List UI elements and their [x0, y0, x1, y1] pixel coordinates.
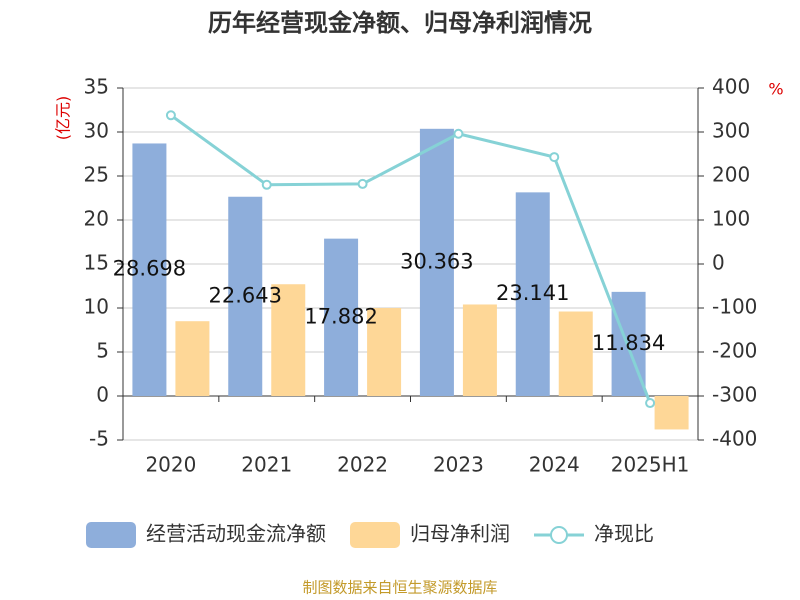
- y-axis-label: (亿元): [54, 96, 73, 141]
- y-tick-label: 15: [84, 251, 109, 275]
- legend-label: 归母净利润: [410, 522, 510, 546]
- y2-axis-label: %: [768, 80, 783, 99]
- bar: [654, 396, 689, 430]
- data-label: 11.834: [592, 331, 665, 355]
- y-tick-label: 5: [96, 339, 109, 363]
- legend-swatch: [86, 522, 136, 548]
- legend-label: 经营活动现金流净额: [146, 522, 326, 546]
- data-label: 28.698: [113, 257, 186, 281]
- bar: [175, 321, 210, 396]
- bar: [367, 308, 402, 396]
- y-tick-label: 20: [84, 207, 109, 231]
- y-tick-label: 0: [96, 383, 109, 407]
- bar: [419, 128, 454, 396]
- line-point: [165, 110, 176, 121]
- x-tick-label: 2025H1: [611, 453, 690, 477]
- legend-label: 净现比: [594, 522, 654, 546]
- y2-tick-label: -200: [712, 339, 757, 363]
- line-point: [645, 398, 656, 409]
- y2-tick-label: 100: [712, 207, 750, 231]
- source-note: 制图数据来自恒生聚源数据库: [302, 579, 497, 597]
- y2-tick-label: 0: [712, 251, 725, 275]
- y-tick-label: 25: [84, 163, 109, 187]
- bar: [515, 192, 550, 396]
- bar: [558, 311, 593, 396]
- line-point: [261, 179, 272, 190]
- y2-tick-label: 300: [712, 119, 750, 143]
- x-tick-label: 2021: [241, 453, 292, 477]
- y2-tick-label: -400: [712, 427, 757, 451]
- legend-swatch: [350, 522, 400, 548]
- bar: [228, 196, 263, 396]
- line-point: [549, 152, 560, 163]
- y-tick-label: 10: [84, 295, 109, 319]
- y2-tick-label: 200: [712, 163, 750, 187]
- x-tick-label: 2020: [145, 453, 196, 477]
- x-tick-label: 2023: [433, 453, 484, 477]
- line-point: [357, 178, 368, 189]
- x-tick-label: 2024: [529, 453, 580, 477]
- bar: [324, 238, 359, 396]
- line: [170, 114, 652, 404]
- legend-swatch: [550, 526, 568, 544]
- data-label: 17.882: [304, 304, 377, 328]
- y2-tick-label: 400: [712, 75, 750, 99]
- y-tick-label: 30: [84, 119, 109, 143]
- data-label: 23.141: [496, 281, 569, 305]
- data-label: 30.363: [400, 249, 473, 273]
- bar: [271, 284, 306, 396]
- bar: [132, 143, 167, 396]
- chart-title: 历年经营现金净额、归母净利润情况: [208, 9, 592, 37]
- line-point: [453, 128, 464, 139]
- data-label: 22.643: [209, 283, 282, 307]
- y2-tick-label: -100: [712, 295, 757, 319]
- y-tick-label: 35: [84, 75, 109, 99]
- bar: [462, 304, 497, 396]
- y-tick-label: -5: [89, 427, 109, 451]
- x-tick-label: 2022: [337, 453, 388, 477]
- y2-tick-label: -300: [712, 383, 757, 407]
